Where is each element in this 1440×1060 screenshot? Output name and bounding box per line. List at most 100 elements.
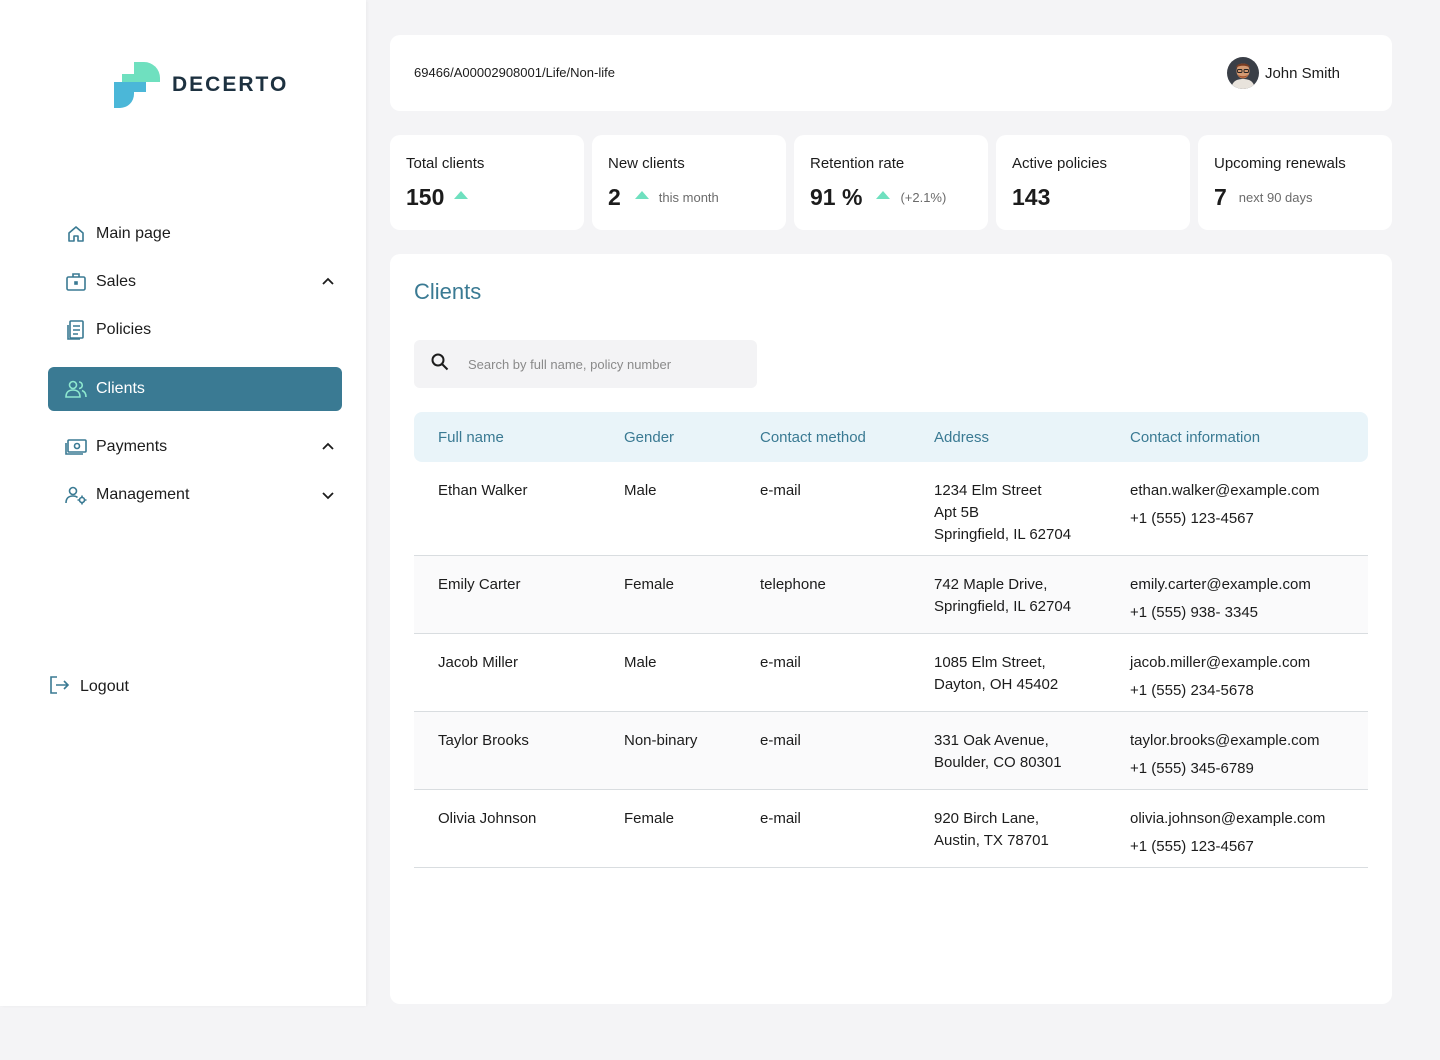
column-header-full-name[interactable]: Full name — [438, 429, 504, 446]
client-address: 1234 Elm Street Apt 5B Springfield, IL 6… — [934, 480, 1071, 546]
address-line: 920 Birch Lane, — [934, 810, 1040, 827]
column-header-contact-information[interactable]: Contact information — [1130, 429, 1261, 446]
address-line: Apt 5B — [934, 504, 980, 521]
brand-name: DECERTO — [172, 73, 289, 96]
breadcrumb: 69466/A00002908001/Life/Non-life — [414, 65, 615, 80]
client-phone: +1 (555) 345-6789 — [1130, 760, 1254, 777]
sidebar-item-label: Payments — [96, 438, 168, 455]
logout-icon — [48, 674, 70, 701]
client-name: Olivia Johnson — [438, 810, 537, 827]
trend-up-icon — [454, 191, 469, 199]
address-line: 1234 Elm Street — [934, 482, 1042, 499]
sidebar-item-label: Main page — [96, 225, 171, 242]
client-gender: Female — [624, 810, 675, 827]
table-row[interactable]: Taylor Brooks Non-binary e-mail 331 Oak … — [414, 712, 1368, 790]
sidebar-item-management[interactable]: Management — [48, 473, 342, 517]
sidebar-item-payments[interactable]: Payments — [48, 425, 342, 469]
sidebar-item-clients[interactable]: Clients — [48, 367, 342, 411]
logo[interactable]: DECERTO — [114, 62, 288, 108]
stat-note: next 90 days — [1238, 189, 1313, 205]
search-box[interactable] — [414, 340, 757, 388]
client-email: taylor.brooks@example.com — [1130, 732, 1320, 749]
stat-value: 7 — [1214, 183, 1227, 210]
client-phone: +1 (555) 938- 3345 — [1130, 604, 1259, 621]
client-gender: Male — [624, 654, 657, 671]
table-row[interactable]: Olivia Johnson Female e-mail 920 Birch L… — [414, 790, 1368, 868]
client-name: Ethan Walker — [438, 482, 528, 499]
document-icon — [64, 318, 88, 342]
client-phone: +1 (555) 234-5678 — [1130, 682, 1254, 699]
client-contact-info: taylor.brooks@example.com +1 (555) 345-6… — [1130, 730, 1319, 780]
search-input[interactable] — [468, 356, 728, 372]
client-email: olivia.johnson@example.com — [1130, 810, 1326, 827]
client-gender: Non-binary — [624, 732, 698, 749]
client-contact-method: e-mail — [760, 810, 801, 827]
clients-panel: Clients Full name Gender Contact method … — [390, 254, 1392, 1004]
table-row[interactable]: Ethan Walker Male e-mail 1234 Elm Street… — [414, 462, 1368, 556]
client-phone: +1 (555) 123-4567 — [1130, 838, 1254, 855]
stat-title: Retention rate — [810, 155, 905, 172]
sidebar-item-main-page[interactable]: Main page — [48, 212, 342, 256]
avatar — [1226, 57, 1259, 89]
stat-card-total-clients: Total clients 150 — [390, 135, 584, 230]
column-header-gender[interactable]: Gender — [624, 429, 675, 446]
client-address: 331 Oak Avenue, Boulder, CO 80301 — [934, 730, 1062, 774]
logout-button[interactable]: Logout — [48, 674, 129, 700]
briefcase-icon — [64, 270, 88, 294]
address-line: 1085 Elm Street, — [934, 654, 1046, 671]
client-name: Emily Carter — [438, 576, 521, 593]
sidebar-item-label: Sales — [96, 273, 137, 290]
stat-card-new-clients: New clients 2 this month — [592, 135, 786, 230]
stat-title: Upcoming renewals — [1214, 155, 1346, 172]
chevron-down-icon[interactable] — [318, 485, 338, 505]
client-contact-method: e-mail — [760, 654, 801, 671]
client-contact-info: olivia.johnson@example.com +1 (555) 123-… — [1130, 808, 1325, 858]
client-address: 1085 Elm Street, Dayton, OH 45402 — [934, 652, 1058, 696]
trend-up-icon — [876, 191, 891, 199]
column-header-contact-method[interactable]: Contact method — [760, 429, 866, 446]
client-name: Taylor Brooks — [438, 732, 529, 749]
search-icon — [430, 352, 450, 377]
client-address: 742 Maple Drive, Springfield, IL 62704 — [934, 574, 1071, 618]
table-row[interactable]: Emily Carter Female telephone 742 Maple … — [414, 556, 1368, 634]
stat-title: Total clients — [406, 155, 485, 172]
sidebar-item-policies[interactable]: Policies — [48, 308, 342, 352]
money-icon — [64, 435, 88, 459]
sidebar-item-sales[interactable]: Sales — [48, 260, 342, 304]
address-line: 742 Maple Drive, — [934, 576, 1048, 593]
client-contact-info: ethan.walker@example.com +1 (555) 123-45… — [1130, 480, 1319, 530]
table-row[interactable]: Jacob Miller Male e-mail 1085 Elm Street… — [414, 634, 1368, 712]
chevron-up-icon[interactable] — [318, 272, 338, 292]
trend-up-icon — [634, 191, 649, 199]
logout-label: Logout — [80, 678, 129, 695]
address-line: Boulder, CO 80301 — [934, 754, 1062, 771]
sidebar-item-label: Policies — [96, 321, 152, 338]
client-contact-method: telephone — [760, 576, 826, 593]
client-email: jacob.miller@example.com — [1130, 654, 1311, 671]
stat-card-active-policies: Active policies 143 — [996, 135, 1190, 230]
stat-value: 143 — [1012, 183, 1051, 210]
client-contact-info: emily.carter@example.com +1 (555) 938- 3… — [1130, 574, 1311, 624]
client-gender: Female — [624, 576, 675, 593]
stat-title: Active policies — [1012, 155, 1108, 172]
address-line: Springfield, IL 62704 — [934, 526, 1072, 543]
stat-note: (+2.1%) — [900, 189, 947, 205]
chevron-up-icon[interactable] — [318, 437, 338, 457]
client-gender: Male — [624, 482, 657, 499]
stat-card-upcoming-renewals: Upcoming renewals 7 next 90 days — [1198, 135, 1392, 230]
table-header: Full name Gender Contact method Address … — [414, 412, 1368, 462]
stat-value: 2 — [608, 183, 621, 210]
client-name: Jacob Miller — [438, 654, 519, 671]
address-line: Springfield, IL 62704 — [934, 598, 1072, 615]
stat-value: 91 % — [810, 183, 863, 210]
stat-card-retention-rate: Retention rate 91 % (+2.1%) — [794, 135, 988, 230]
client-email: ethan.walker@example.com — [1130, 482, 1320, 499]
column-header-address[interactable]: Address — [934, 429, 990, 446]
sidebar: DECERTO Main page Sales Policies — [0, 0, 366, 1006]
client-phone: +1 (555) 123-4567 — [1130, 510, 1254, 527]
address-line: Dayton, OH 45402 — [934, 676, 1059, 693]
user-menu[interactable]: John Smith — [1226, 57, 1340, 89]
sidebar-item-label: Clients — [96, 380, 145, 397]
stat-note: this month — [658, 189, 719, 205]
address-line: 331 Oak Avenue, — [934, 732, 1049, 749]
